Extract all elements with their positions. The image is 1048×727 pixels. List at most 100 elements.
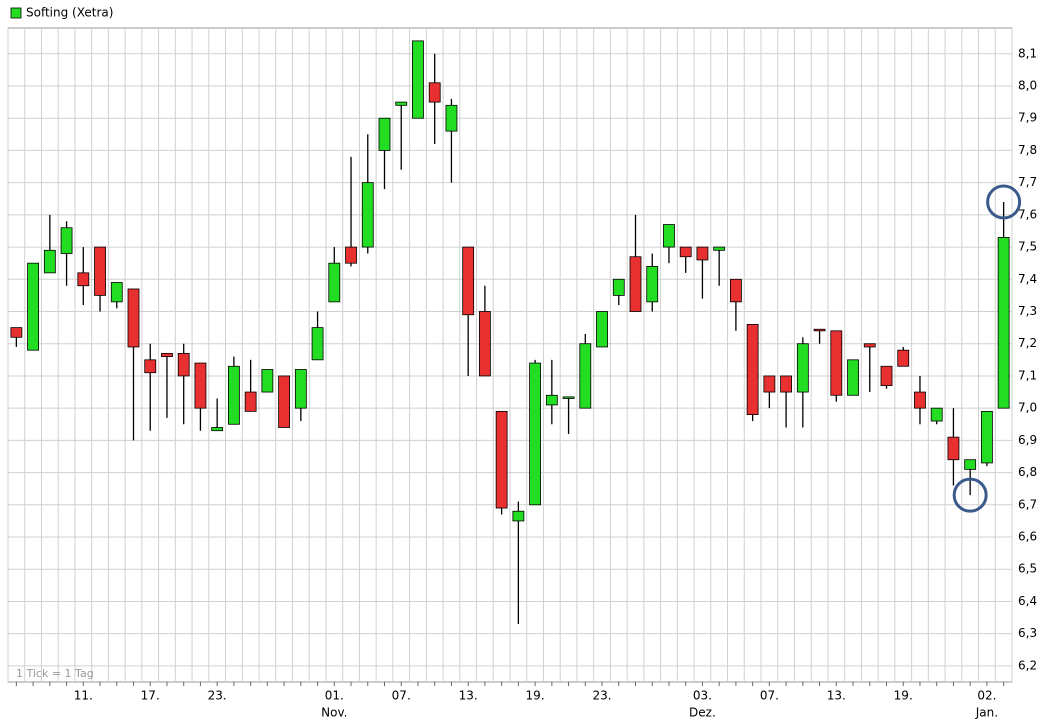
y-tick-label: 8,1	[1018, 46, 1037, 60]
candle-body	[663, 224, 675, 248]
candle-body	[830, 330, 843, 396]
legend-label: Softing (Xetra)	[26, 6, 113, 20]
y-tick-label: 7,8	[1018, 143, 1037, 157]
candle-body	[294, 369, 307, 409]
candle-body	[813, 328, 826, 332]
x-tick-label: 13.	[827, 689, 846, 703]
x-tick-label: 19.	[894, 689, 913, 703]
candle-body	[746, 323, 759, 416]
candle-body	[964, 459, 977, 470]
x-tick-label: 03.	[693, 689, 712, 703]
y-tick-label: 7,3	[1018, 304, 1037, 318]
candle-body	[981, 410, 993, 464]
x-tick-label: 07.	[392, 689, 411, 703]
candle-body	[177, 352, 190, 377]
candle-body	[847, 359, 859, 396]
candle-body	[713, 246, 726, 251]
x-month-label: Dez.	[689, 706, 716, 720]
candle-body	[629, 256, 642, 312]
x-tick-label: 23.	[592, 689, 611, 703]
candle-body	[395, 101, 408, 106]
candle-body	[60, 227, 73, 254]
candle-body	[462, 246, 475, 316]
highlight-circle	[986, 184, 1022, 220]
candle-body	[997, 237, 1010, 409]
y-tick-label: 7,6	[1018, 207, 1037, 221]
x-tick-label: 02.	[977, 689, 996, 703]
x-tick-label: 19.	[526, 689, 545, 703]
candle-body	[261, 369, 274, 393]
y-tick-label: 8,0	[1018, 78, 1037, 92]
candle-body	[311, 327, 324, 361]
candle-body	[161, 352, 173, 358]
y-tick-label: 6,3	[1018, 626, 1037, 640]
candle-body	[930, 407, 943, 422]
candle-body	[194, 362, 207, 409]
candle-body	[796, 343, 809, 393]
highlight-circle	[952, 477, 988, 513]
y-tick-label: 6,4	[1018, 594, 1037, 608]
x-tick-label: 01.	[325, 689, 344, 703]
candle-body	[596, 311, 608, 348]
candle-body	[328, 262, 341, 303]
candle-body	[579, 343, 592, 409]
candle-body	[227, 365, 240, 425]
y-tick-label: 7,2	[1018, 336, 1037, 350]
candle-body	[361, 182, 374, 248]
candle-body	[43, 249, 56, 274]
x-month-label: Jan.	[975, 706, 998, 720]
x-tick-label: 17.	[141, 689, 160, 703]
candle-body	[562, 396, 575, 399]
candle-body	[863, 343, 876, 348]
candle-body	[110, 282, 123, 303]
candle-body	[512, 510, 525, 522]
candle-body	[679, 246, 692, 258]
candle-body	[127, 288, 140, 348]
candle-body	[696, 246, 709, 261]
y-tick-label: 7,7	[1018, 175, 1037, 189]
candle-body	[780, 375, 792, 393]
candle-body	[94, 246, 106, 296]
candle-body	[545, 394, 558, 406]
candle-body	[646, 266, 659, 303]
candle-body	[27, 262, 40, 351]
candle-body	[428, 82, 441, 103]
footnote: 1 Tick = 1 Tag	[16, 667, 94, 680]
candle-body	[77, 272, 90, 287]
y-tick-label: 7,5	[1018, 240, 1037, 254]
candle-body	[947, 436, 960, 461]
candle-body	[244, 391, 257, 412]
legend-swatch	[10, 7, 22, 19]
y-tick-label: 7,9	[1018, 111, 1037, 125]
candle-body	[412, 40, 424, 119]
x-tick-label: 11.	[74, 689, 93, 703]
candle-body	[345, 246, 357, 264]
candle-body	[278, 375, 291, 428]
y-tick-label: 6,5	[1018, 562, 1037, 576]
y-tick-label: 7,0	[1018, 401, 1037, 415]
candle-body	[529, 362, 541, 506]
x-tick-label: 23.	[208, 689, 227, 703]
y-tick-label: 7,4	[1018, 272, 1037, 286]
candle-body	[211, 427, 224, 432]
candle-body	[495, 410, 508, 509]
candle-body	[880, 365, 893, 387]
x-tick-label: 07.	[760, 689, 779, 703]
x-month-label: Nov.	[321, 706, 347, 720]
candle-body	[144, 359, 157, 374]
y-tick-label: 7,1	[1018, 368, 1037, 382]
candle-body	[763, 375, 776, 393]
candle-body	[897, 349, 910, 367]
y-tick-label: 6,6	[1018, 530, 1037, 544]
candle-body	[914, 391, 926, 409]
y-tick-label: 6,2	[1018, 658, 1037, 672]
candle-body	[445, 104, 458, 132]
candle-body	[378, 117, 391, 151]
y-tick-label: 6,8	[1018, 465, 1037, 479]
candle-body	[612, 278, 625, 296]
y-tick-label: 6,9	[1018, 433, 1037, 447]
candle-body	[478, 311, 491, 377]
x-tick-label: 13.	[459, 689, 478, 703]
candle-body	[730, 278, 742, 303]
